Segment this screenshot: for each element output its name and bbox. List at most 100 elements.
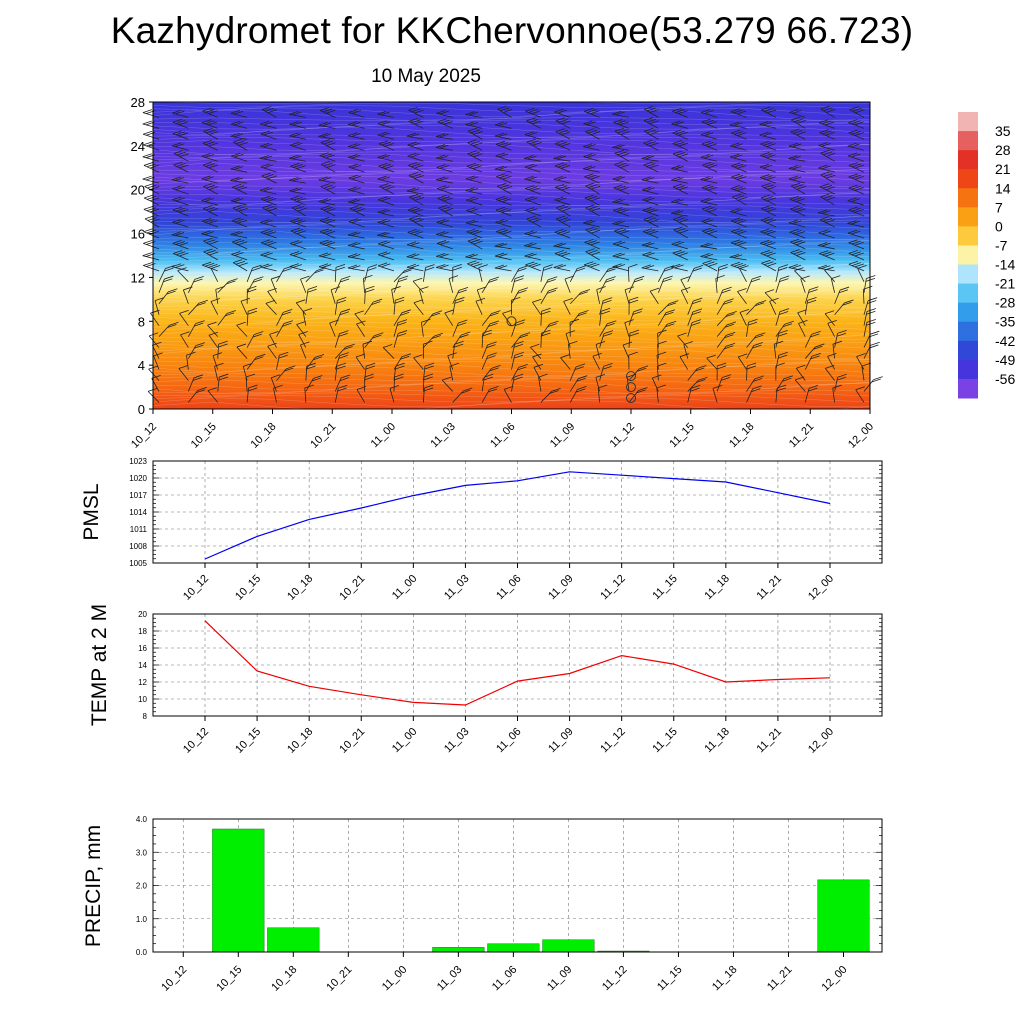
wind-barb: [260, 239, 277, 250]
wind-barb: [261, 172, 277, 184]
wind-barb: [318, 263, 336, 272]
wind-barb: [569, 289, 591, 305]
wind-barb: [378, 162, 395, 173]
wind-barb: [585, 226, 601, 239]
wind-barb: [406, 253, 424, 261]
wind-barb: [848, 162, 865, 173]
wind-barb: [701, 227, 718, 239]
wind-barb: [201, 197, 218, 206]
wind-barb: [624, 286, 635, 304]
wind-barb: [265, 300, 277, 315]
wind-barb: [540, 320, 559, 337]
wind-barb: [347, 231, 365, 239]
wind-barb: [270, 275, 281, 293]
wind-barb: [524, 196, 542, 206]
wind-barb: [246, 331, 264, 348]
wind-barb: [435, 144, 453, 151]
wind-barb: [628, 308, 643, 326]
wind-barb: [775, 320, 794, 337]
wind-barb: [347, 253, 365, 261]
wind-barb: [447, 352, 457, 370]
wind-barb: [702, 205, 718, 217]
wind-barb: [202, 217, 218, 228]
wind-barb: [530, 343, 542, 359]
wind-barb: [260, 195, 277, 206]
y-tick-label: 0: [138, 402, 145, 417]
wind-barb: [524, 230, 541, 239]
wind-barb: [540, 264, 553, 282]
wind-barb: [304, 384, 314, 403]
wind-barb: [334, 308, 351, 326]
wind-barb: [849, 106, 865, 118]
wind-barb: [716, 362, 727, 381]
wind-barb: [172, 118, 189, 129]
wind-barb: [789, 109, 806, 118]
wind-barb: [320, 107, 336, 118]
wind-barb: [788, 165, 806, 173]
wind-barb: [334, 330, 349, 348]
wind-barb: [289, 187, 306, 195]
wind-barb: [476, 286, 487, 304]
x-tick-label: 12_00: [846, 421, 876, 451]
wind-barb: [296, 321, 307, 337]
wind-barb: [817, 242, 835, 250]
wind-barb: [406, 241, 424, 250]
wind-barb: [422, 362, 435, 381]
wind-barb: [452, 331, 471, 348]
wind-barb: [612, 263, 630, 272]
x-tick-label: 11_09: [548, 421, 578, 451]
wind-barb: [495, 218, 512, 228]
wind-barb: [775, 329, 788, 348]
wind-barb: [444, 309, 454, 326]
wind-barb: [847, 197, 865, 206]
wind-barb: [861, 362, 872, 381]
wind-barb: [585, 182, 601, 195]
wind-barb: [612, 252, 630, 261]
wind-barb: [746, 275, 762, 293]
wind-barb: [318, 252, 336, 261]
colorbar-swatch: [958, 359, 978, 380]
wind-barb: [377, 131, 395, 140]
wind-barb: [848, 152, 865, 162]
wind-barb: [289, 120, 306, 129]
wind-barb: [202, 107, 218, 118]
wind-barb: [712, 385, 723, 403]
wind-barb: [628, 387, 648, 403]
wind-barb: [496, 228, 512, 239]
wind-barb: [671, 176, 688, 184]
wind-barb: [554, 140, 571, 151]
wind-barb: [347, 198, 365, 206]
wind-barb: [348, 174, 365, 184]
wind-barb: [701, 218, 718, 228]
wind-barb: [687, 365, 707, 381]
wind-barb: [555, 215, 571, 228]
wind-barb: [643, 216, 659, 228]
wind-barb: [348, 143, 365, 151]
wind-barb: [289, 141, 306, 151]
wind-barb: [848, 184, 865, 195]
wind-barb: [643, 139, 659, 151]
colorbar-label: -56: [995, 371, 1015, 387]
wind-barb: [260, 228, 277, 239]
wind-barb: [819, 129, 835, 140]
wind-barb: [377, 240, 395, 250]
colorbar-swatch: [958, 112, 978, 132]
y-axis-label: PRECIP, mm: [82, 825, 105, 947]
grid: [153, 819, 882, 952]
wind-barb: [658, 265, 675, 282]
wind-barb: [730, 217, 747, 228]
wind-barb: [511, 351, 524, 370]
wind-barb: [465, 253, 483, 261]
wind-barb: [494, 165, 512, 173]
wind-barb: [364, 298, 383, 315]
wind-barb: [408, 172, 424, 184]
wind-barb: [393, 275, 409, 293]
wind-barb: [210, 265, 221, 282]
wind-barb: [319, 217, 336, 228]
wind-barb: [832, 340, 843, 359]
wind-barb: [435, 133, 453, 140]
wind-barb: [348, 186, 365, 195]
wind-barb: [319, 152, 336, 162]
x-tick-label: 11_00: [390, 726, 420, 756]
